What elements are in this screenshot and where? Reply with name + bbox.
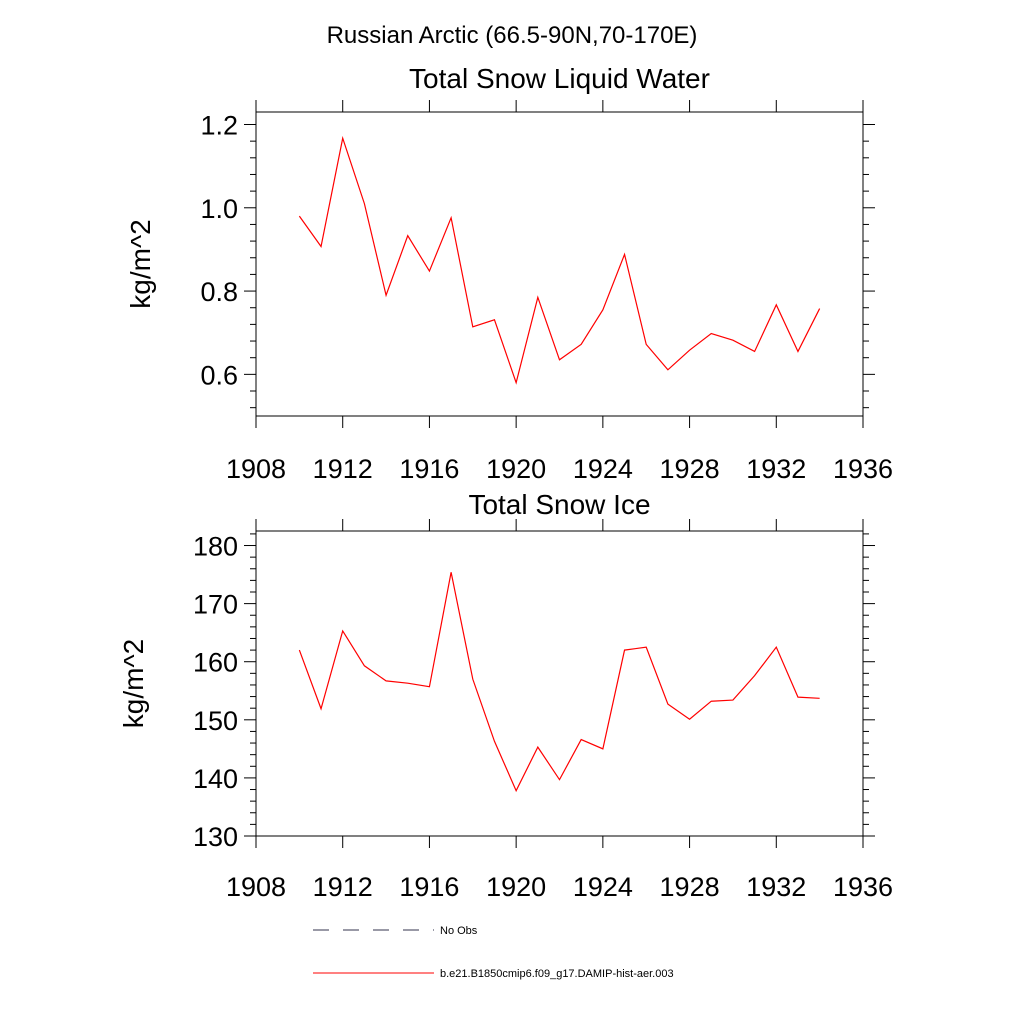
x-tick-label: 1932 (746, 454, 806, 484)
y-tick-label: 0.6 (200, 360, 238, 390)
chart-panel-1: Total Snow Liquid Water 1908 1912 1916 1920 1… (125, 63, 893, 484)
x-tick-label: 1920 (486, 872, 546, 902)
chart-title: Total Snow Ice (468, 489, 650, 520)
series-line-1 (298, 572, 820, 793)
chart-title: Total Snow Liquid Water (409, 63, 710, 94)
x-tick-label: 1912 (313, 872, 373, 902)
x-tick-label: 1908 (226, 872, 286, 902)
x-tick-label: 1908 (226, 454, 286, 484)
y-tick-label: 150 (193, 706, 238, 736)
x-tick-label: 1936 (833, 454, 893, 484)
y-tick-label: 140 (193, 764, 238, 794)
x-tick-label: 1928 (660, 872, 720, 902)
legend-item-2: b.e21.B1850cmip6.f09_g17.DAMIP-hist-aer.… (313, 968, 674, 980)
y-tick-label: 170 (193, 590, 238, 620)
y-axis-label: kg/m^2 (118, 639, 149, 728)
x-tick-label: 1916 (399, 872, 459, 902)
x-tick-label: 1924 (573, 454, 633, 484)
x-tick-label: 1916 (399, 454, 459, 484)
y-tick-label: 1.2 (200, 110, 238, 140)
x-tick-label: 1928 (660, 454, 720, 484)
figure-suptitle: Russian Arctic (66.5-90N,70-170E) (327, 22, 698, 49)
y-axis-label: kg/m^2 (125, 219, 156, 308)
legend-label: No Obs (440, 925, 478, 937)
plot-frame (255, 111, 864, 417)
x-tick-label: 1936 (833, 872, 893, 902)
y-tick-label: 160 (193, 648, 238, 678)
x-tick-label: 1920 (486, 454, 546, 484)
legend-label: b.e21.B1850cmip6.f09_g17.DAMIP-hist-aer.… (440, 968, 674, 980)
x-tick-label: 1924 (573, 872, 633, 902)
legend-item-1: No Obs (313, 925, 478, 937)
plot-frame (255, 530, 864, 837)
y-tick-label: 180 (193, 532, 238, 562)
chart-panel-2: Total Snow Ice 1908 1912 1916 1920 1924 1928 19… (118, 489, 893, 902)
chart-panels: Total Snow Liquid Water 1908 1912 1916 1920 1… (118, 63, 893, 902)
chart-legend: No Obs b.e21.B1850cmip6.f09_g17.DAMIP-his… (313, 925, 674, 980)
x-tick-label: 1932 (746, 872, 806, 902)
y-tick-label: 130 (193, 822, 238, 852)
x-tick-label: 1912 (313, 454, 373, 484)
y-tick-label: 0.8 (200, 277, 238, 307)
y-tick-label: 1.0 (200, 194, 238, 224)
series-line-1 (298, 135, 821, 385)
